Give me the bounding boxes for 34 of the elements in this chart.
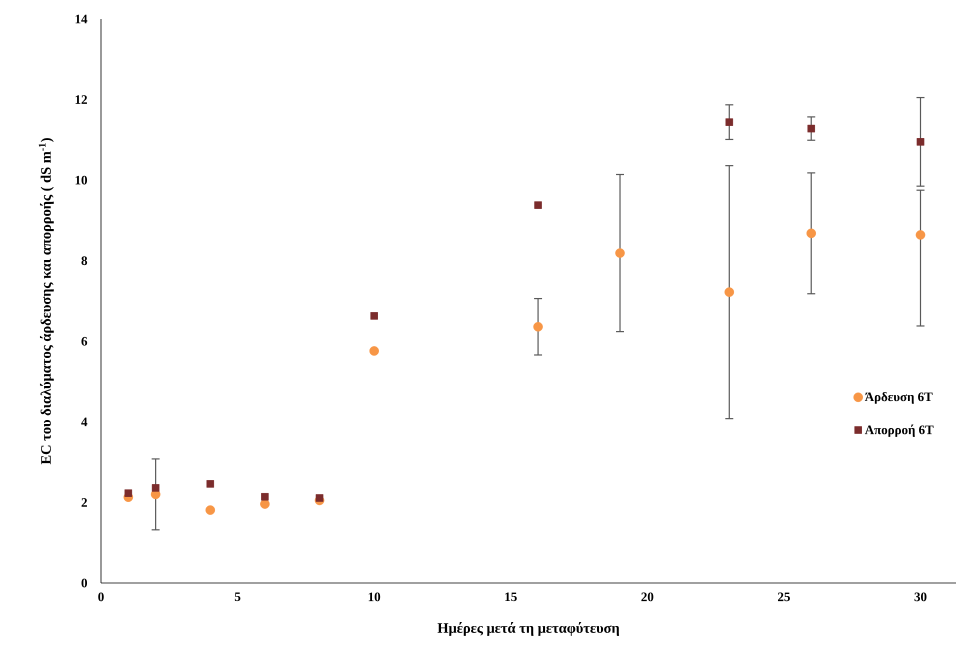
y-tick-label: 10: [76, 176, 88, 185]
point: [806, 228, 816, 238]
legend-label: Άρδευση 6T: [864, 392, 933, 404]
x-tick-label: 15: [505, 592, 517, 602]
x-tick-label: 10: [368, 592, 380, 602]
y-tick-label: 8: [81, 256, 88, 266]
point: [152, 484, 160, 492]
y-tick-label: 0: [82, 578, 88, 588]
point: [369, 346, 379, 356]
point: [724, 287, 734, 297]
y-axis-title: EC του διαλύματος άρδευσης και απορροής ( dS m$^{-1}$): [38, 138, 54, 464]
point: [261, 493, 269, 501]
point: [205, 505, 216, 515]
point: [316, 494, 324, 502]
x-tick-label: 5: [234, 592, 240, 602]
point: [615, 248, 625, 258]
x-tick-label: 25: [778, 592, 790, 602]
point: [533, 322, 543, 332]
point: [370, 312, 378, 320]
y-tick-label: 2: [82, 498, 87, 507]
point: [206, 480, 214, 488]
x-tick-label: 20: [641, 592, 654, 602]
x-tick-label: 0: [98, 592, 104, 602]
y-tick-label: 6: [81, 336, 88, 346]
point: [534, 201, 542, 209]
point: [916, 230, 926, 240]
x-tick-label: 30: [914, 592, 926, 602]
y-tick-label: 4: [81, 418, 88, 426]
point: [260, 499, 270, 509]
legend-label: Απορροή 6T: [864, 424, 934, 437]
y-tick-label: 14: [76, 14, 88, 24]
x-axis-title: Ημέρες μετά τη μεταφύτευση: [438, 622, 620, 636]
point: [124, 489, 132, 497]
y-tick-label: 12: [76, 95, 87, 104]
